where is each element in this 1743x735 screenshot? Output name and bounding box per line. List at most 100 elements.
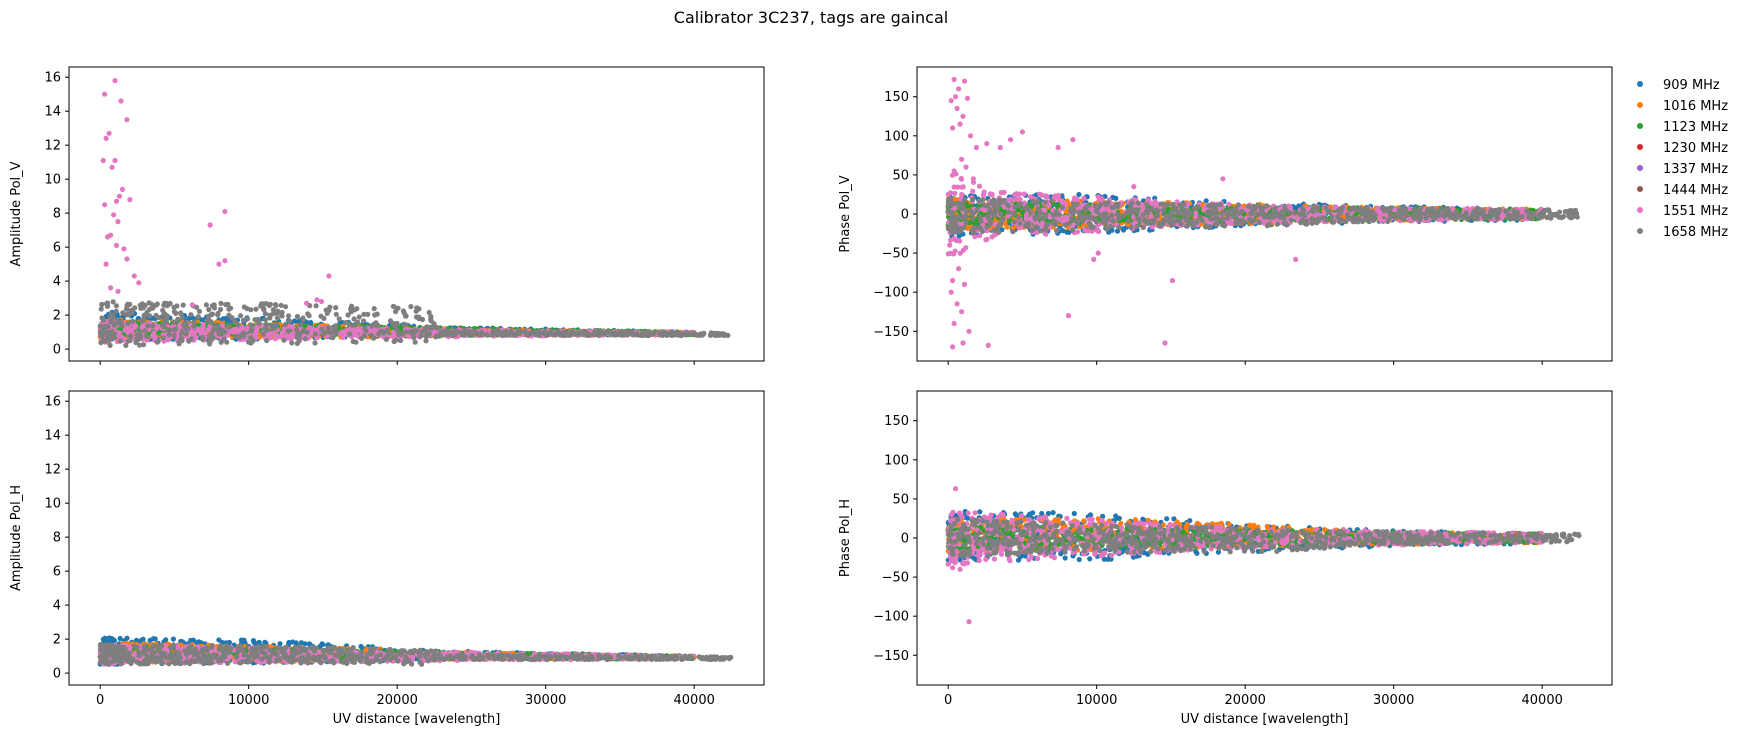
data-point xyxy=(124,312,130,318)
data-point xyxy=(191,319,197,325)
series-1658-mhz xyxy=(98,299,731,348)
data-point xyxy=(356,314,362,320)
data-point xyxy=(215,312,221,318)
data-point xyxy=(278,302,284,308)
outlier-point xyxy=(222,208,228,215)
data-point xyxy=(395,328,401,334)
data-point xyxy=(480,331,486,337)
data-point xyxy=(216,331,222,337)
data-point xyxy=(208,319,214,325)
data-point xyxy=(279,330,285,336)
data-point xyxy=(171,304,177,310)
outlier-point xyxy=(112,78,118,84)
data-point xyxy=(412,339,418,345)
data-point xyxy=(634,331,640,337)
data-point xyxy=(403,329,409,335)
outlier-point xyxy=(121,246,127,252)
data-point xyxy=(300,317,306,323)
outlier-point xyxy=(106,130,112,136)
data-point xyxy=(110,299,116,305)
data-point xyxy=(278,311,284,317)
data-point xyxy=(343,320,349,326)
data-point xyxy=(264,322,270,328)
data-point xyxy=(165,326,171,332)
data-point xyxy=(162,311,168,317)
data-point xyxy=(285,328,291,334)
data-point xyxy=(111,322,118,328)
data-point xyxy=(137,342,143,348)
data-point xyxy=(353,339,359,345)
data-point xyxy=(195,327,201,333)
data-point xyxy=(283,321,289,327)
data-point xyxy=(318,313,324,319)
data-point xyxy=(260,331,266,337)
y-tick-label: 12 xyxy=(44,139,61,154)
data-point xyxy=(188,330,194,336)
data-point xyxy=(1016,207,1022,213)
y-tick-label: 16 xyxy=(44,71,61,86)
data-point xyxy=(412,328,418,334)
data-point xyxy=(715,331,722,337)
outlier-point xyxy=(113,242,120,248)
data-point xyxy=(188,312,194,318)
data-point xyxy=(395,305,401,311)
data-point xyxy=(238,313,244,319)
data-point xyxy=(419,328,425,335)
data-point xyxy=(390,333,396,339)
data-point xyxy=(484,332,490,338)
data-point xyxy=(617,329,624,335)
data-point xyxy=(146,306,153,312)
data-point xyxy=(428,318,434,324)
data-point xyxy=(684,331,690,337)
data-point xyxy=(325,326,331,332)
data-point xyxy=(160,335,166,341)
data-point xyxy=(255,316,261,323)
data-point xyxy=(196,308,202,314)
data-point xyxy=(179,330,185,336)
data-point xyxy=(172,327,178,333)
data-point xyxy=(423,334,429,340)
data-point xyxy=(98,323,104,329)
outlier-point xyxy=(115,288,121,294)
data-point xyxy=(336,316,342,322)
outlier-point xyxy=(304,300,310,306)
data-point xyxy=(312,340,318,346)
data-point xyxy=(413,308,419,314)
data-point xyxy=(624,332,630,338)
data-point xyxy=(320,331,326,337)
data-point xyxy=(272,302,279,308)
data-point xyxy=(343,331,349,337)
data-point xyxy=(229,328,235,334)
data-point xyxy=(592,329,598,335)
data-point xyxy=(351,316,357,322)
data-point xyxy=(345,312,351,318)
data-point xyxy=(304,329,310,335)
data-point xyxy=(454,328,460,334)
data-point xyxy=(373,320,379,326)
y-axis-label: Amplitude Pol_V xyxy=(9,161,24,266)
data-point xyxy=(146,300,152,306)
data-point xyxy=(207,339,213,345)
data-point xyxy=(694,332,700,338)
data-point xyxy=(290,324,296,330)
data-point xyxy=(371,335,377,341)
data-point xyxy=(241,317,247,323)
outlier-point xyxy=(108,285,114,291)
data-point xyxy=(508,328,514,334)
data-point xyxy=(306,313,312,319)
outlier-point xyxy=(119,186,126,192)
data-point xyxy=(176,339,182,345)
data-point xyxy=(126,326,132,332)
outlier-point xyxy=(314,297,320,303)
data-point xyxy=(180,302,186,308)
data-point xyxy=(350,322,356,328)
outlier-point xyxy=(109,164,115,170)
data-point xyxy=(117,338,123,344)
data-point xyxy=(166,331,172,338)
data-point xyxy=(361,333,367,339)
data-point xyxy=(566,332,572,338)
data-point xyxy=(348,309,354,315)
data-point xyxy=(139,318,145,324)
data-point xyxy=(142,328,148,334)
